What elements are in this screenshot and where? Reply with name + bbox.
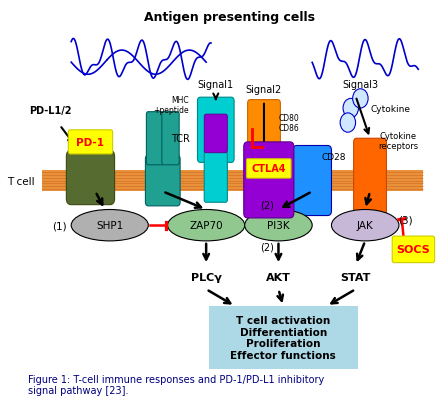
Text: PI3K: PI3K (267, 221, 290, 231)
FancyBboxPatch shape (248, 100, 280, 165)
Text: PLCγ: PLCγ (191, 272, 222, 282)
Text: Cytokine: Cytokine (370, 104, 410, 113)
Text: CTLA4: CTLA4 (252, 164, 286, 174)
Text: (2): (2) (260, 242, 274, 252)
FancyBboxPatch shape (209, 306, 358, 369)
Text: PD-L1/2: PD-L1/2 (29, 106, 71, 116)
Text: CD80
CD86: CD80 CD86 (279, 113, 299, 133)
Ellipse shape (332, 210, 399, 241)
FancyBboxPatch shape (392, 237, 435, 263)
Text: Cytokine
receptors: Cytokine receptors (378, 132, 418, 151)
Ellipse shape (168, 210, 245, 241)
Bar (42, 170, 423, 192)
Text: SHP1: SHP1 (96, 221, 123, 231)
Circle shape (343, 99, 358, 118)
Text: JAK: JAK (357, 221, 374, 231)
FancyBboxPatch shape (66, 151, 115, 205)
FancyBboxPatch shape (68, 130, 112, 154)
Circle shape (353, 89, 368, 109)
Text: (2): (2) (260, 200, 274, 210)
Text: TCR: TCR (171, 134, 190, 144)
Circle shape (340, 113, 356, 133)
FancyBboxPatch shape (204, 152, 227, 203)
Ellipse shape (245, 210, 312, 241)
Ellipse shape (71, 210, 148, 241)
FancyBboxPatch shape (146, 156, 180, 207)
Text: PD-1: PD-1 (77, 138, 104, 148)
Text: T cell: T cell (7, 176, 34, 186)
Text: (3): (3) (398, 215, 413, 225)
Text: (1): (1) (52, 221, 67, 231)
Text: Signal2: Signal2 (246, 85, 282, 95)
Text: AKT: AKT (266, 272, 291, 282)
Text: SOCS: SOCS (396, 245, 430, 255)
FancyBboxPatch shape (146, 112, 164, 165)
Text: MHC
+peptide: MHC +peptide (153, 95, 189, 115)
Text: T cell activation
Differentiation
Proliferation
Effector functions: T cell activation Differentiation Prolif… (230, 315, 336, 360)
Text: Antigen presenting cells: Antigen presenting cells (144, 11, 315, 24)
Text: CD28: CD28 (321, 152, 346, 162)
Text: ZAP70: ZAP70 (190, 221, 223, 231)
FancyBboxPatch shape (244, 142, 294, 219)
FancyBboxPatch shape (162, 112, 179, 165)
FancyBboxPatch shape (247, 159, 291, 179)
FancyBboxPatch shape (198, 98, 234, 163)
Text: STAT: STAT (340, 272, 371, 282)
Text: Figure 1: T-cell immune responses and PD-1/PD-L1 inhibitory
signal pathway [23].: Figure 1: T-cell immune responses and PD… (28, 374, 324, 395)
Text: Signal1: Signal1 (198, 80, 234, 90)
FancyBboxPatch shape (353, 139, 387, 219)
FancyBboxPatch shape (293, 146, 332, 216)
FancyBboxPatch shape (204, 115, 227, 153)
Text: Signal3: Signal3 (342, 80, 379, 90)
